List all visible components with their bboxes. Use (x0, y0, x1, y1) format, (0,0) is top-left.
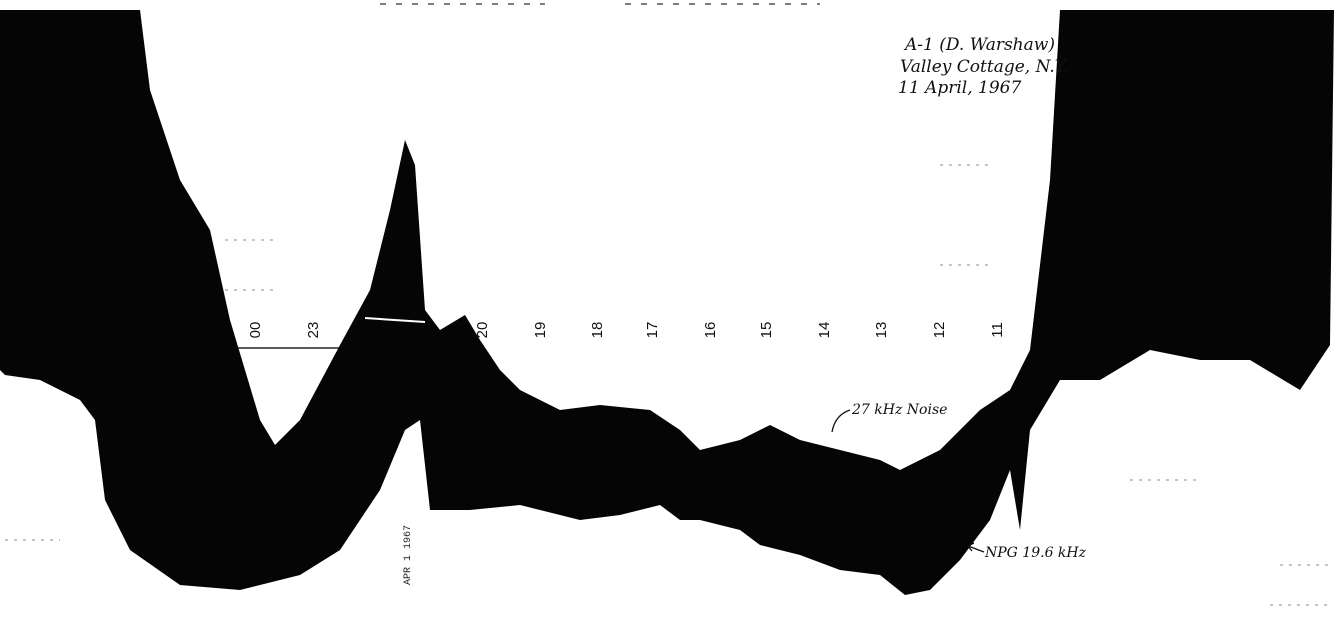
hour-label: 12 (931, 322, 948, 339)
hour-labels: 00 23 20 19 18 17 16 15 14 13 12 11 (247, 322, 1006, 339)
hour-label: 13 (873, 322, 890, 339)
trace-gap (364, 317, 426, 323)
station-line: 11 April, 1967 (898, 78, 1021, 98)
hour-label: 20 (474, 322, 491, 339)
station-line: A-1 (D. Warshaw) (903, 35, 1055, 55)
hour-label: 11 (989, 322, 1006, 338)
hour-label: 00 (247, 322, 264, 339)
arrow (967, 542, 985, 553)
station-line: Valley Cottage, N.Y. (900, 57, 1069, 77)
noise-annotation: 27 kHz Noise (851, 402, 947, 418)
arrow (831, 409, 851, 433)
hour-label: 23 (305, 322, 322, 339)
signal-trace (0, 10, 1334, 595)
date-stamp: APR 1 1967 (403, 525, 414, 585)
hour-label: 17 (644, 322, 661, 339)
npg-annotation: NPG 19.6 kHz (984, 545, 1087, 561)
hour-label: 14 (816, 322, 833, 339)
hour-label: 19 (532, 322, 549, 339)
hour-label: 18 (589, 322, 606, 339)
hour-label: 16 (702, 322, 719, 339)
hour-label: 15 (758, 322, 775, 339)
